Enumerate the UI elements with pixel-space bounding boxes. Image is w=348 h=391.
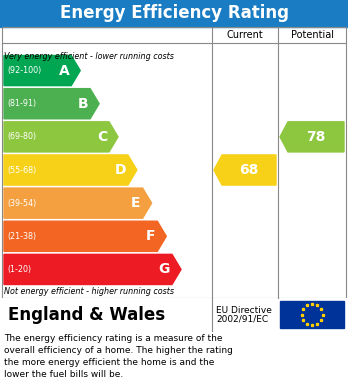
Text: D: D xyxy=(114,163,126,177)
Text: (92-100): (92-100) xyxy=(7,66,41,75)
Text: B: B xyxy=(78,97,88,111)
Text: F: F xyxy=(146,229,155,243)
Bar xyxy=(0,0,348,27)
Polygon shape xyxy=(280,122,344,152)
Text: (81-91): (81-91) xyxy=(7,99,36,108)
Text: England & Wales: England & Wales xyxy=(8,305,165,323)
Text: C: C xyxy=(97,130,107,144)
Polygon shape xyxy=(4,89,99,119)
Text: EU Directive: EU Directive xyxy=(216,306,272,315)
Polygon shape xyxy=(214,155,276,185)
Text: (55-68): (55-68) xyxy=(7,165,36,174)
Polygon shape xyxy=(4,221,166,251)
Text: 2002/91/EC: 2002/91/EC xyxy=(216,315,268,324)
Polygon shape xyxy=(4,122,118,152)
Text: Energy Efficiency Rating: Energy Efficiency Rating xyxy=(60,5,288,23)
Text: (21-38): (21-38) xyxy=(7,232,36,241)
Text: (69-80): (69-80) xyxy=(7,133,36,142)
Text: E: E xyxy=(131,196,141,210)
Bar xyxy=(2,27,346,298)
Bar xyxy=(280,301,344,328)
Text: Not energy efficient - higher running costs: Not energy efficient - higher running co… xyxy=(4,287,174,296)
Bar xyxy=(2,298,346,331)
Text: The energy efficiency rating is a measure of the
overall efficiency of a home. T: The energy efficiency rating is a measur… xyxy=(4,334,233,379)
Polygon shape xyxy=(4,188,152,218)
Text: (1-20): (1-20) xyxy=(7,265,31,274)
Polygon shape xyxy=(4,56,80,86)
Text: (39-54): (39-54) xyxy=(7,199,36,208)
Text: A: A xyxy=(58,64,69,77)
Text: Very energy efficient - lower running costs: Very energy efficient - lower running co… xyxy=(4,52,174,61)
Text: 68: 68 xyxy=(239,163,259,177)
Text: G: G xyxy=(159,262,170,276)
Polygon shape xyxy=(4,155,137,185)
Text: 78: 78 xyxy=(306,130,326,144)
Text: Current: Current xyxy=(227,30,263,40)
Polygon shape xyxy=(4,255,181,285)
Text: Potential: Potential xyxy=(291,30,333,40)
